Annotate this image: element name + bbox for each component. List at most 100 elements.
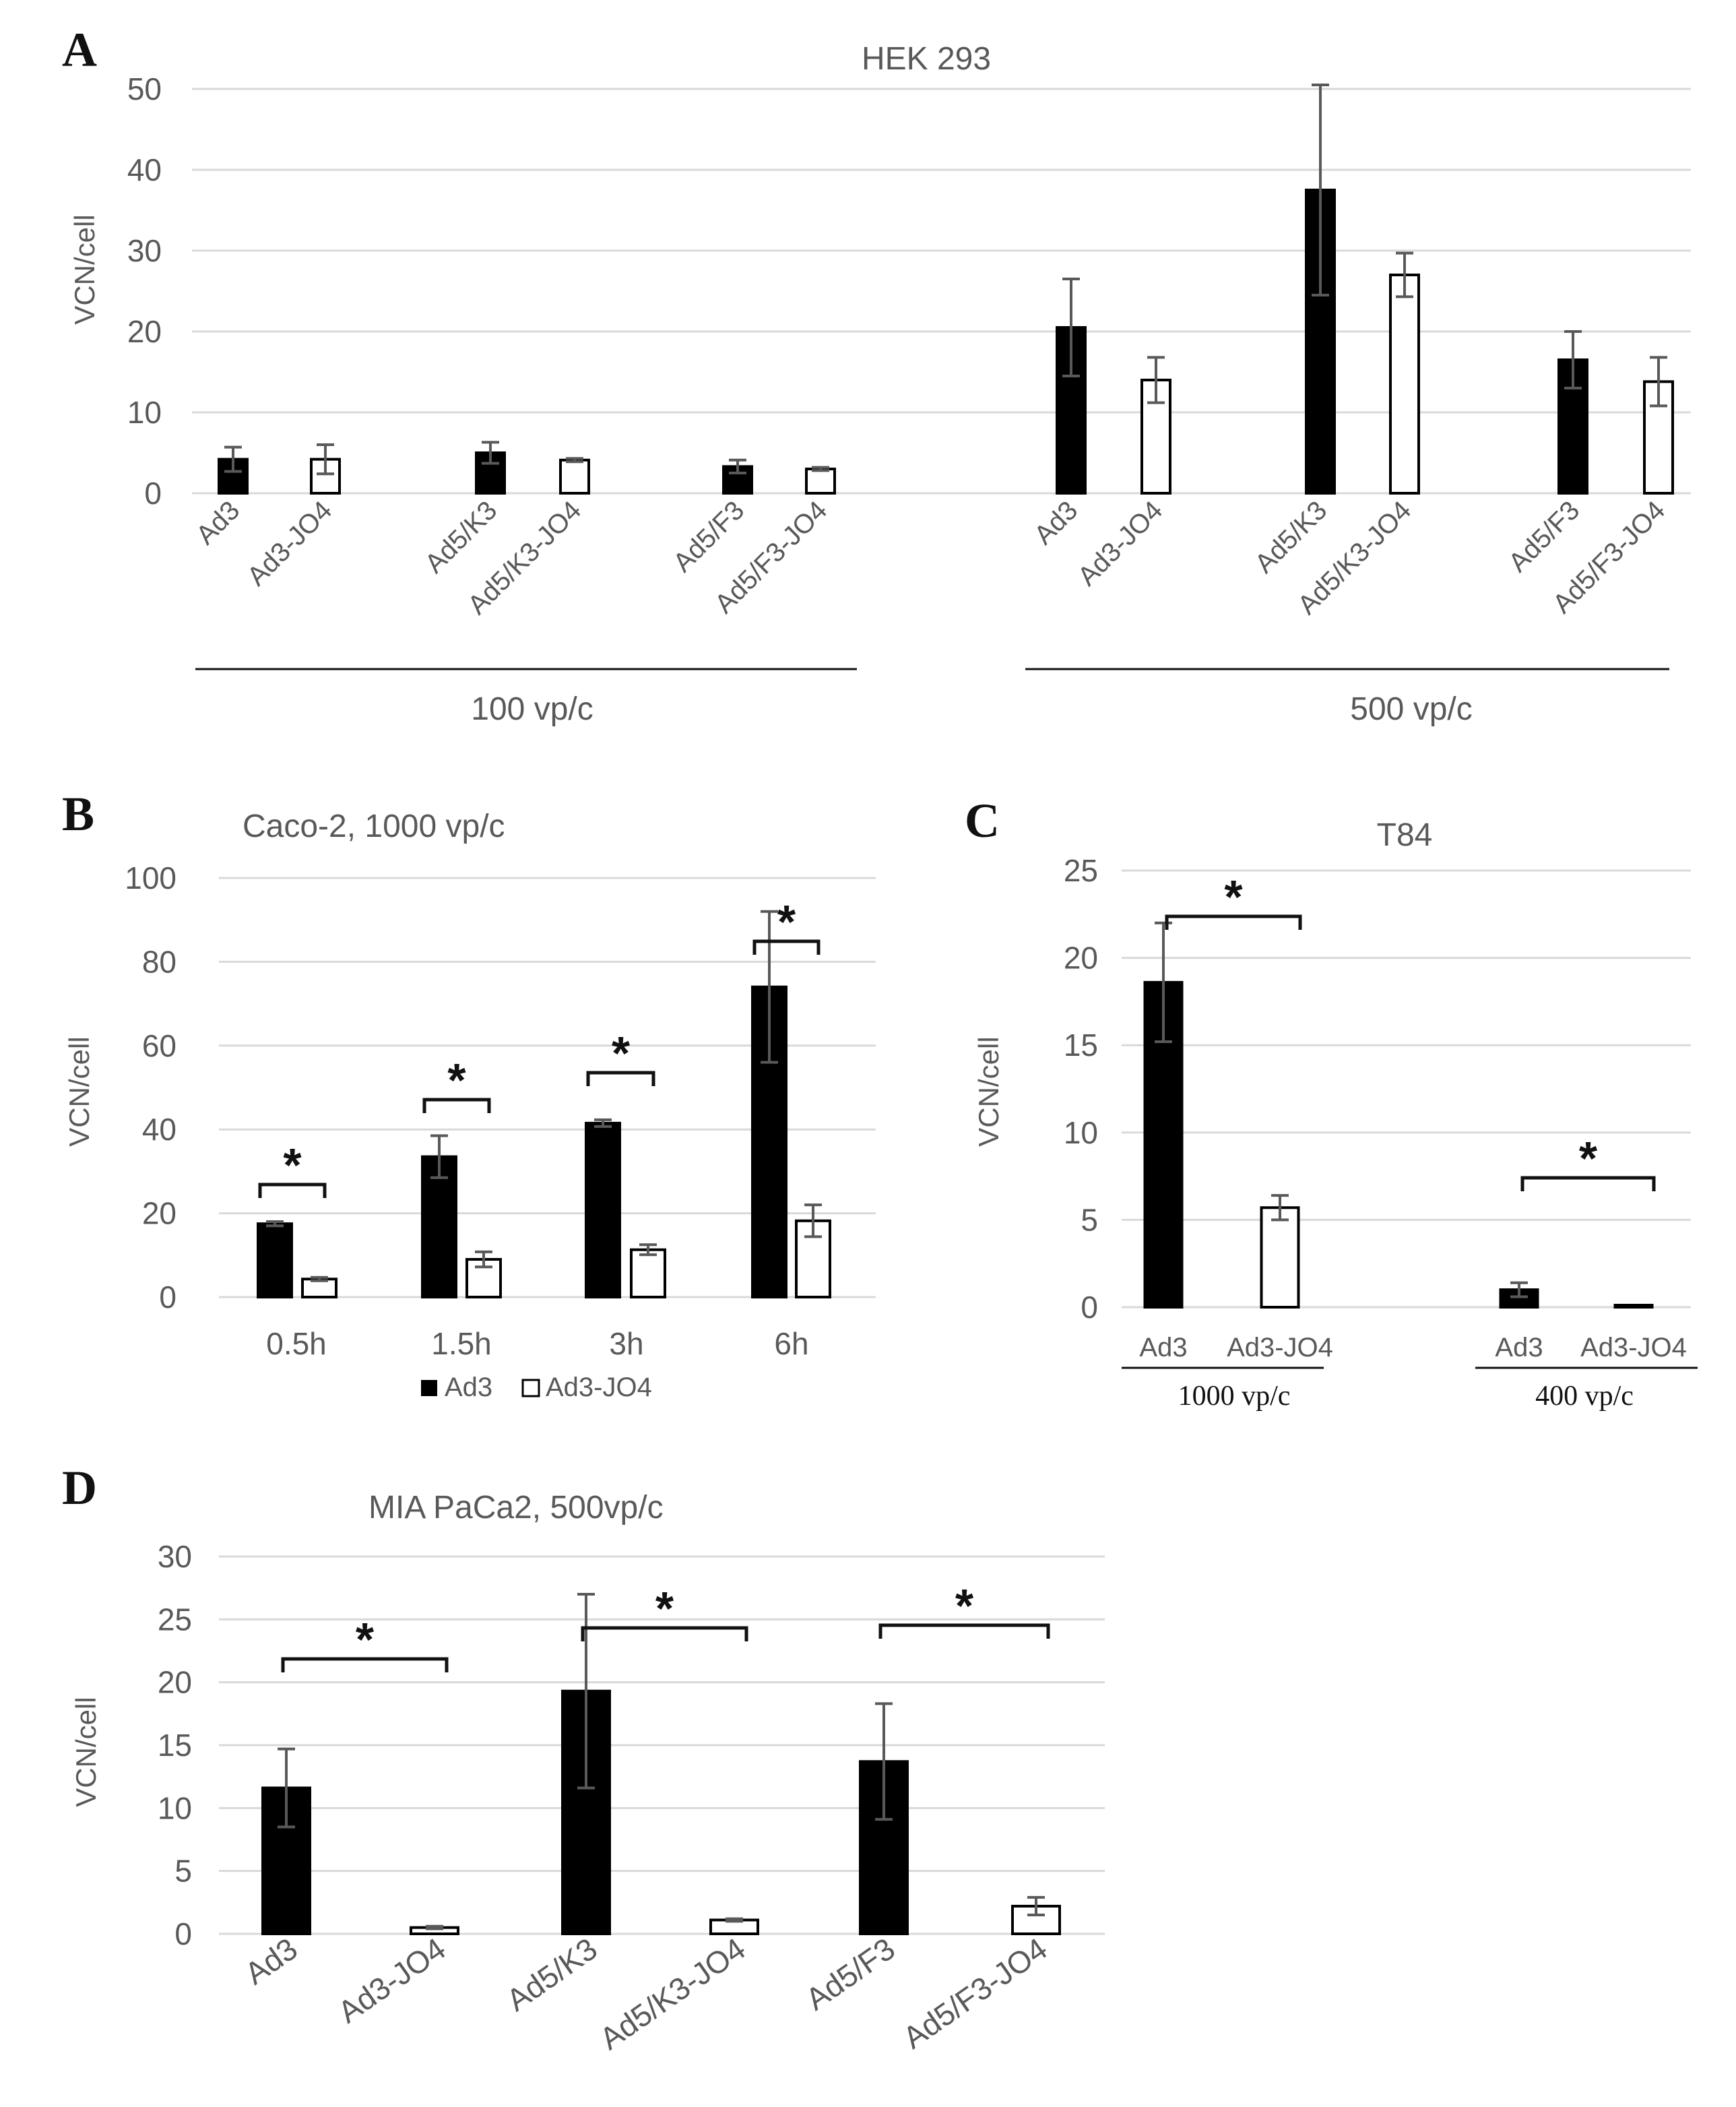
bar-b-0-5h-ad3	[257, 1222, 293, 1299]
group-label-400vpc: 400 vp/c	[1535, 1381, 1634, 1412]
y-ticks-d: 0 5 10 15 20 25 30	[158, 1539, 192, 1951]
y-tick-a-0: 0	[144, 476, 162, 511]
y-tick-a-20: 20	[127, 314, 162, 349]
y-axis-label-d: VCN/cell	[70, 1697, 102, 1806]
bracket-d-ad5-f3-pair	[878, 1623, 1050, 1639]
bracket-b-0-5h	[258, 1183, 327, 1198]
y-tick-c-10: 10	[1064, 1115, 1098, 1150]
group-label-500vpc: 500 vp/c	[1350, 691, 1472, 727]
asterisk-c-1000-vp-c: *	[1224, 871, 1243, 923]
significance-d: * * *	[281, 1579, 1050, 1672]
x-tick-a-100-vp-c-ad3-jo4: Ad3-JO4	[242, 495, 338, 592]
error-bar-b-0-5h-ad3-jo4	[311, 1276, 328, 1282]
y-axis-label-c: VCN/cell	[973, 1036, 1004, 1146]
y-tick-d-20: 20	[158, 1665, 192, 1700]
x-tick-a-100-vp-c-ad3: Ad3	[191, 495, 245, 550]
y-tick-d-10: 10	[158, 1790, 192, 1825]
chart-title-d: MIA PaCa2, 500vp/c	[368, 1490, 664, 1526]
error-bar-b-6h-ad3	[761, 910, 778, 1064]
x-tick-b-3h: 3h	[609, 1326, 643, 1361]
y-tick-a-40: 40	[127, 152, 162, 187]
bars-d	[261, 1593, 1061, 1936]
error-bar-a-500-vp-c-ad3	[1062, 278, 1080, 377]
error-bar-b-1-5h-ad3-jo4	[475, 1250, 492, 1269]
y-ticks-b: 0 20 40 60 80 100	[125, 860, 176, 1315]
bracket-d-ad5-k3-pair	[581, 1626, 748, 1641]
bracket-d-ad3-pair	[281, 1657, 449, 1672]
error-bar-c-1000-vp-c-ad3	[1155, 921, 1172, 1044]
asterisk-b-6h: *	[777, 895, 796, 948]
chart-title-c: T84	[1377, 817, 1433, 853]
bar-b-0-5h-ad3-jo4	[301, 1278, 337, 1299]
x-tick-a-500-vp-c-ad3: Ad3	[1029, 495, 1083, 550]
panel-label-a: A	[62, 23, 97, 77]
asterisk-b-0-5h: *	[283, 1139, 302, 1191]
x-ticks-b: 0.5h 1.5h 3h 6h	[266, 1326, 808, 1361]
legend-b: Ad3 Ad3-JO4	[421, 1373, 652, 1402]
y-tick-d-25: 25	[158, 1602, 192, 1637]
error-bar-b-0-5h-ad3	[266, 1220, 284, 1228]
panel-label-c: C	[965, 794, 1000, 848]
y-tick-b-60: 60	[142, 1028, 176, 1063]
y-tick-b-0: 0	[159, 1280, 176, 1315]
gridlines-d	[219, 1555, 1105, 1935]
y-tick-c-5: 5	[1081, 1202, 1098, 1237]
error-bar-c-400-vp-c-ad3	[1510, 1281, 1528, 1298]
y-tick-d-15: 15	[158, 1728, 192, 1763]
panel-b: B Caco-2, 1000 vp/c VCN/cell 0 20 40 60 80 10…	[62, 787, 876, 1402]
x-tick-b-0-5h: 0.5h	[266, 1326, 327, 1361]
error-bar-d-ad5-f3	[875, 1702, 893, 1821]
bar-a-100-vp-c-ad5-k3-jo4	[559, 458, 590, 495]
gridlines-a	[192, 88, 1691, 495]
asterisk-d-ad5-f3-pair: *	[955, 1579, 974, 1632]
x-tick-c-400-vp-c-ad3: Ad3	[1495, 1333, 1543, 1362]
error-bar-a-100-vp-c-ad5-k3	[482, 441, 499, 465]
bracket-b-3h	[586, 1071, 655, 1086]
error-bar-b-3h-ad3	[594, 1118, 612, 1128]
y-tick-d-5: 5	[174, 1854, 192, 1889]
y-tick-d-30: 30	[158, 1539, 192, 1574]
y-tick-b-20: 20	[142, 1196, 176, 1231]
bar-c-1000-vp-c-ad3	[1143, 980, 1184, 1309]
bar-a-500-vp-c-ad5-k3-jo4	[1389, 274, 1420, 495]
asterisk-c-400-vp-c: *	[1579, 1132, 1598, 1185]
y-tick-b-40: 40	[142, 1112, 176, 1147]
y-tick-a-10: 10	[127, 395, 162, 430]
error-bar-a-100-vp-c-ad5-k3-jo4	[566, 457, 583, 464]
bracket-c-1000-vp-c	[1165, 914, 1302, 930]
legend-label-ad3-jo4: Ad3-JO4	[546, 1373, 652, 1402]
error-bar-a-500-vp-c-ad5-f3	[1564, 330, 1582, 389]
error-bar-b-3h-ad3-jo4	[639, 1243, 657, 1257]
significance-c: **	[1165, 871, 1656, 1191]
error-bar-b-1-5h-ad3	[430, 1134, 448, 1179]
error-bar-a-100-vp-c-ad5-f3	[729, 458, 746, 474]
significance-b: * * * *	[258, 895, 821, 1198]
x-tick-c-400-vp-c-ad3-jo4: Ad3-JO4	[1580, 1333, 1687, 1362]
y-tick-b-100: 100	[125, 860, 176, 895]
x-tick-b-6h: 6h	[774, 1326, 808, 1361]
error-bar-a-500-vp-c-ad5-k3	[1312, 84, 1329, 296]
error-bar-d-ad3-jo4	[426, 1924, 443, 1930]
x-tick-a-500-vp-c-ad3-jo4: Ad3-JO4	[1072, 495, 1169, 592]
x-tick-d-ad5-f3: Ad5/F3	[799, 1931, 901, 2017]
error-bar-a-100-vp-c-ad3-jo4	[317, 443, 334, 476]
bracket-b-1-5h	[422, 1098, 491, 1113]
bar-b-3h-ad3	[585, 1121, 621, 1298]
x-tick-d-ad3: Ad3	[238, 1931, 304, 1992]
y-tick-b-80: 80	[142, 944, 176, 979]
legend-swatch-ad3	[421, 1380, 437, 1396]
y-axis-label-a: VCN/cell	[69, 214, 100, 324]
error-bar-a-500-vp-c-ad3-jo4	[1147, 356, 1165, 404]
x-tick-a-500-vp-c-ad5-f3: Ad5/F3	[1503, 495, 1585, 577]
legend-swatch-ad3-jo4	[521, 1379, 540, 1397]
x-tick-d-ad5-k3: Ad5/K3	[500, 1931, 603, 2018]
y-ticks-c: 0 5 10 15 20 25	[1064, 853, 1098, 1325]
x-tick-d-ad3-jo4: Ad3-JO4	[331, 1931, 452, 2030]
bars-b	[257, 910, 831, 1299]
asterisk-d-ad5-k3-pair: *	[655, 1582, 674, 1635]
panel-label-b: B	[62, 787, 94, 841]
